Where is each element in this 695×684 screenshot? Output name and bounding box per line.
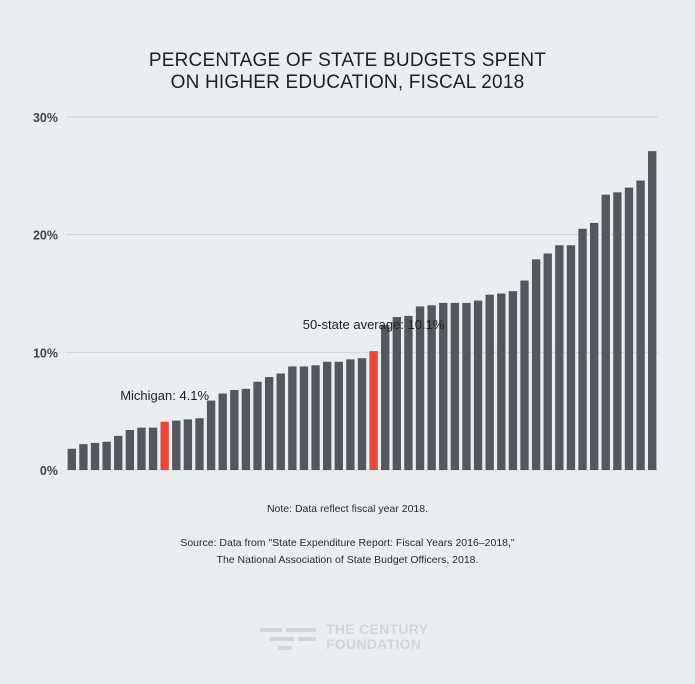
bar-highlight — [160, 421, 169, 470]
century-foundation-logo-icon — [260, 628, 316, 650]
y-tick-label: 30% — [33, 111, 58, 125]
bar — [485, 294, 494, 470]
logo-text: THE CENTURY FOUNDATION — [326, 622, 428, 652]
bar — [125, 429, 135, 470]
bar — [346, 359, 355, 470]
logo-text-line-1: THE CENTURY — [326, 621, 429, 637]
bar — [90, 442, 100, 470]
bar — [230, 389, 239, 470]
bar — [357, 358, 367, 470]
bar — [137, 427, 146, 470]
bar — [497, 293, 506, 470]
bar — [264, 377, 274, 470]
bar — [613, 192, 622, 470]
bar — [79, 444, 88, 470]
bar — [172, 420, 181, 470]
bar-annotation: 50-state average: 10.1% — [303, 317, 445, 332]
bar — [462, 302, 471, 470]
bar — [218, 393, 227, 470]
bar — [520, 280, 529, 470]
logo-text-line-2: FOUNDATION — [326, 636, 422, 652]
bar — [601, 194, 610, 470]
bar — [439, 302, 448, 470]
bar — [102, 441, 111, 470]
bar — [531, 259, 541, 470]
bar — [381, 325, 390, 470]
bar — [427, 305, 436, 470]
bar — [578, 228, 587, 470]
bar — [322, 361, 332, 470]
bar — [276, 373, 285, 470]
bar — [543, 253, 552, 470]
bar — [311, 365, 320, 470]
bar — [288, 366, 297, 470]
bar — [555, 245, 564, 470]
century-foundation-logo: THE CENTURY FOUNDATION — [260, 622, 460, 656]
bar — [67, 448, 76, 470]
bar — [392, 317, 402, 470]
y-tick-label: 10% — [33, 346, 58, 360]
bar — [334, 361, 343, 470]
bar — [508, 291, 518, 470]
bar-annotation: Michigan: 4.1% — [120, 388, 209, 403]
chart-title-line-1: PERCENTAGE OF STATE BUDGETS SPENT — [148, 50, 547, 71]
y-tick-label: 20% — [33, 229, 58, 243]
y-tick-label: 0% — [40, 464, 58, 478]
bar — [415, 306, 425, 470]
bar — [114, 435, 123, 470]
bar — [566, 245, 576, 470]
bar-highlight — [369, 351, 378, 470]
bar — [589, 222, 599, 470]
bar — [148, 427, 158, 470]
bar — [636, 180, 645, 471]
bar — [253, 381, 262, 470]
bar — [624, 187, 634, 470]
chart-title: PERCENTAGE OF STATE BUDGETS SPENT ON HIG… — [0, 50, 695, 94]
bar — [473, 300, 483, 470]
bar — [299, 366, 309, 470]
bar — [648, 151, 657, 470]
chart-note: Note: Data reflect fiscal year 2018. — [266, 503, 429, 515]
bar — [241, 388, 251, 470]
bar — [450, 302, 460, 470]
chart-title-line-2: ON HIGHER EDUCATION, FISCAL 2018 — [170, 72, 525, 93]
bar — [183, 419, 193, 470]
bar — [206, 400, 216, 470]
bar — [195, 418, 204, 470]
chart-source: Source: Data from "State Expenditure Rep… — [0, 535, 695, 569]
source-line-2: The National Association of State Budget… — [216, 554, 479, 566]
source-line-1: Source: Data from "State Expenditure Rep… — [180, 537, 515, 549]
bar-chart: 0% 10% 20% 30% Michigan: 4.1% 50-state averag… — [33, 111, 658, 478]
bar — [404, 315, 413, 470]
